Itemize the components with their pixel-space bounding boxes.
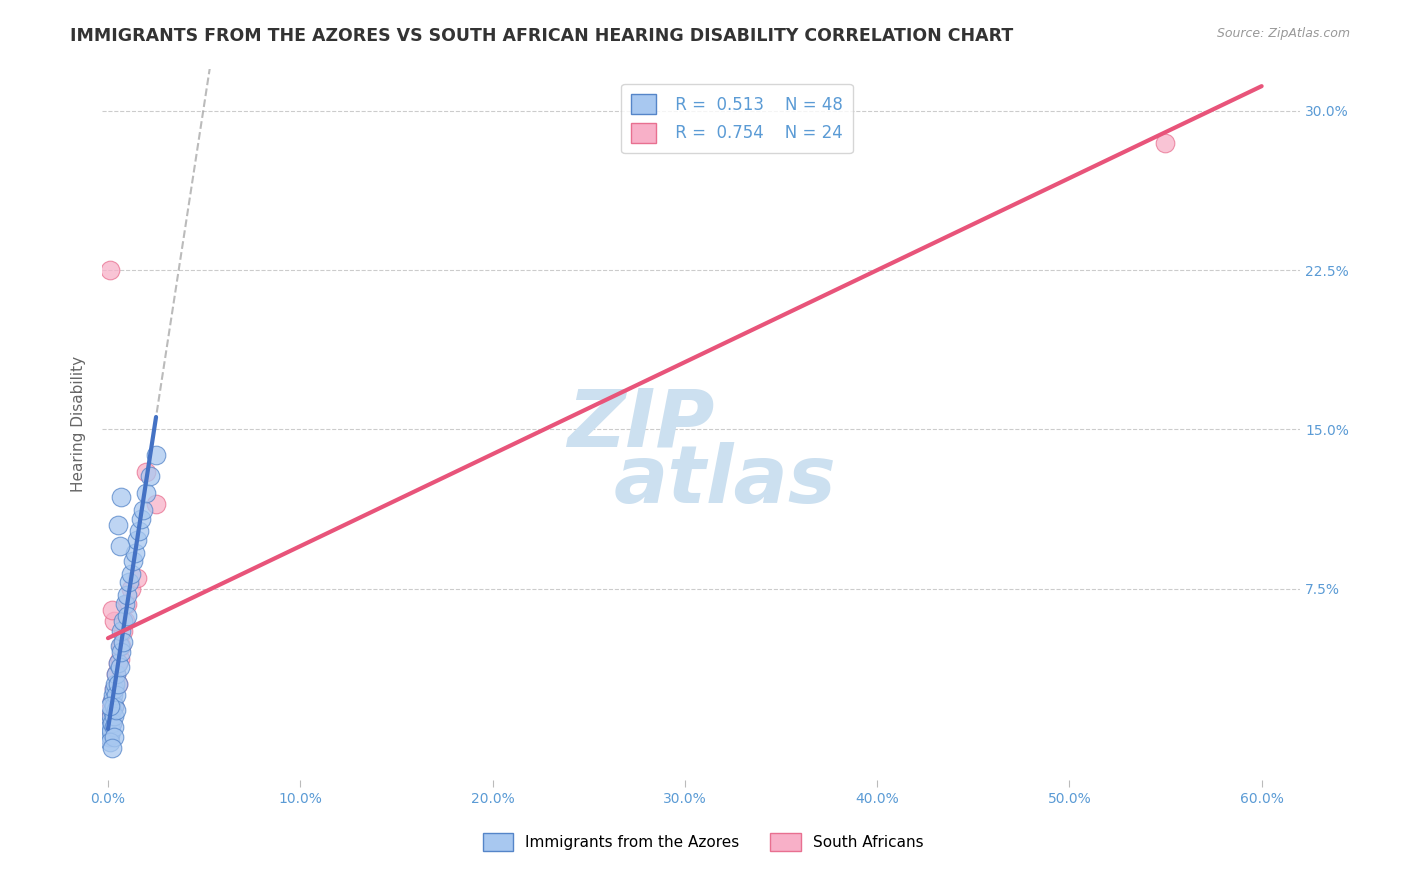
Point bbox=[129, 511, 152, 525]
Point bbox=[104, 666, 127, 681]
Point bbox=[104, 688, 127, 702]
Point bbox=[104, 677, 127, 691]
Point bbox=[98, 724, 121, 739]
Point bbox=[103, 720, 125, 734]
Point bbox=[114, 597, 136, 611]
Point bbox=[107, 656, 129, 670]
Point bbox=[139, 469, 162, 483]
Point bbox=[120, 582, 142, 596]
Point bbox=[108, 660, 131, 674]
Point bbox=[100, 709, 122, 723]
Point bbox=[104, 666, 127, 681]
Point bbox=[120, 566, 142, 581]
Point bbox=[115, 609, 138, 624]
Point bbox=[108, 652, 131, 666]
Point bbox=[131, 503, 153, 517]
Point bbox=[103, 681, 125, 696]
Point bbox=[101, 694, 124, 708]
Point bbox=[103, 681, 125, 696]
Point bbox=[103, 731, 125, 745]
Point bbox=[101, 715, 124, 730]
Point bbox=[112, 624, 135, 639]
Text: ZIP: ZIP bbox=[568, 385, 714, 463]
Point bbox=[112, 614, 135, 628]
Point bbox=[107, 656, 129, 670]
Point bbox=[110, 639, 132, 653]
Point bbox=[98, 728, 121, 742]
Point bbox=[112, 635, 135, 649]
Point bbox=[98, 720, 121, 734]
Point bbox=[145, 448, 167, 462]
Point bbox=[98, 715, 121, 730]
Point bbox=[103, 698, 125, 713]
Point bbox=[107, 677, 129, 691]
Point bbox=[128, 524, 150, 539]
Point bbox=[103, 698, 125, 713]
Text: atlas: atlas bbox=[614, 442, 837, 520]
Point bbox=[115, 588, 138, 602]
Text: IMMIGRANTS FROM THE AZORES VS SOUTH AFRICAN HEARING DISABILITY CORRELATION CHART: IMMIGRANTS FROM THE AZORES VS SOUTH AFRI… bbox=[70, 27, 1014, 45]
Point bbox=[110, 624, 132, 639]
Point bbox=[145, 497, 167, 511]
Point bbox=[97, 731, 120, 745]
Point bbox=[104, 703, 127, 717]
Point bbox=[108, 539, 131, 553]
Point bbox=[1154, 136, 1177, 150]
Point bbox=[101, 688, 124, 702]
Point bbox=[98, 698, 121, 713]
Point bbox=[125, 533, 148, 547]
Point bbox=[122, 554, 145, 568]
Legend: Immigrants from the Azores, South Africans: Immigrants from the Azores, South Africa… bbox=[477, 827, 929, 857]
Point bbox=[107, 518, 129, 533]
Point bbox=[108, 639, 131, 653]
Point bbox=[135, 465, 157, 479]
Point bbox=[125, 571, 148, 585]
Point bbox=[101, 741, 124, 756]
Point bbox=[101, 603, 124, 617]
Legend:  R =  0.513    N = 48,  R =  0.754    N = 24: R = 0.513 N = 48, R = 0.754 N = 24 bbox=[621, 84, 852, 153]
Point bbox=[101, 694, 124, 708]
Point bbox=[110, 645, 132, 659]
Point bbox=[107, 677, 129, 691]
Point bbox=[115, 597, 138, 611]
Y-axis label: Hearing Disability: Hearing Disability bbox=[72, 356, 86, 492]
Point bbox=[135, 486, 157, 500]
Point bbox=[97, 731, 120, 745]
Point bbox=[103, 614, 125, 628]
Point bbox=[110, 491, 132, 505]
Point bbox=[98, 734, 121, 748]
Point bbox=[101, 703, 124, 717]
Point bbox=[101, 715, 124, 730]
Point bbox=[103, 709, 125, 723]
Point bbox=[100, 709, 122, 723]
Point bbox=[100, 724, 122, 739]
Point bbox=[114, 614, 136, 628]
Text: Source: ZipAtlas.com: Source: ZipAtlas.com bbox=[1216, 27, 1350, 40]
Point bbox=[118, 575, 141, 590]
Point bbox=[98, 263, 121, 277]
Point bbox=[98, 720, 121, 734]
Point bbox=[124, 546, 146, 560]
Point bbox=[98, 703, 121, 717]
